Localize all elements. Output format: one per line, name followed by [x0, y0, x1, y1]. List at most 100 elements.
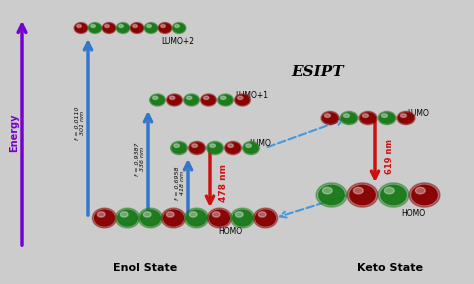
Ellipse shape [354, 187, 363, 194]
Ellipse shape [210, 144, 215, 147]
Ellipse shape [117, 24, 129, 32]
Ellipse shape [147, 24, 151, 28]
Ellipse shape [212, 212, 220, 217]
Ellipse shape [415, 187, 425, 194]
Ellipse shape [230, 208, 255, 228]
Ellipse shape [162, 208, 186, 228]
Ellipse shape [170, 96, 175, 99]
Ellipse shape [158, 22, 172, 34]
Text: LUMO: LUMO [407, 110, 429, 118]
Ellipse shape [166, 212, 174, 217]
Ellipse shape [220, 96, 226, 99]
Ellipse shape [189, 212, 197, 217]
Ellipse shape [118, 210, 137, 226]
Text: f = 0.0110
301 nm: f = 0.0110 301 nm [74, 106, 85, 140]
Text: LUMO+1: LUMO+1 [236, 91, 268, 101]
Text: 619 nm: 619 nm [385, 139, 394, 174]
Text: Energy: Energy [9, 114, 19, 152]
Ellipse shape [237, 96, 243, 99]
Ellipse shape [235, 94, 250, 106]
Ellipse shape [350, 185, 375, 205]
Ellipse shape [397, 111, 415, 125]
Ellipse shape [133, 24, 137, 28]
Ellipse shape [172, 22, 186, 34]
Ellipse shape [151, 95, 164, 105]
Ellipse shape [322, 187, 332, 194]
Ellipse shape [412, 185, 437, 205]
Ellipse shape [342, 113, 356, 123]
Ellipse shape [185, 95, 198, 105]
Ellipse shape [164, 210, 183, 226]
Ellipse shape [92, 208, 117, 228]
Ellipse shape [384, 187, 394, 194]
Ellipse shape [172, 143, 186, 153]
Ellipse shape [322, 113, 337, 123]
Ellipse shape [105, 24, 109, 28]
Ellipse shape [115, 208, 140, 228]
Ellipse shape [378, 111, 396, 125]
Ellipse shape [187, 96, 192, 99]
Text: Enol State: Enol State [113, 263, 177, 273]
Ellipse shape [228, 144, 233, 147]
Ellipse shape [168, 95, 181, 105]
Ellipse shape [225, 141, 241, 154]
Ellipse shape [254, 208, 278, 228]
Ellipse shape [187, 210, 206, 226]
Ellipse shape [378, 183, 409, 207]
Ellipse shape [321, 111, 339, 125]
Ellipse shape [174, 144, 179, 147]
Ellipse shape [340, 111, 358, 125]
Ellipse shape [401, 114, 406, 117]
Text: f = 0.6958
418 nm: f = 0.6958 418 nm [174, 166, 185, 200]
Ellipse shape [210, 210, 229, 226]
Ellipse shape [131, 24, 143, 32]
Ellipse shape [236, 212, 243, 217]
Ellipse shape [255, 210, 275, 226]
Ellipse shape [319, 185, 344, 205]
Ellipse shape [145, 24, 157, 32]
Ellipse shape [243, 141, 259, 154]
Text: LUMO+2: LUMO+2 [162, 37, 194, 47]
Text: HOMO: HOMO [401, 208, 425, 218]
Ellipse shape [258, 212, 266, 217]
Ellipse shape [77, 24, 82, 28]
Ellipse shape [183, 94, 200, 106]
Ellipse shape [201, 94, 216, 106]
Ellipse shape [189, 141, 205, 154]
Ellipse shape [204, 96, 209, 99]
Text: 478 nm: 478 nm [219, 164, 228, 202]
Ellipse shape [130, 22, 144, 34]
Ellipse shape [233, 210, 252, 226]
Ellipse shape [190, 143, 204, 153]
Ellipse shape [75, 24, 87, 32]
Ellipse shape [409, 183, 440, 207]
Ellipse shape [95, 210, 114, 226]
Ellipse shape [91, 24, 95, 28]
Ellipse shape [171, 141, 187, 154]
Ellipse shape [218, 94, 233, 106]
Ellipse shape [102, 22, 116, 34]
Ellipse shape [363, 114, 368, 117]
Ellipse shape [175, 24, 179, 28]
Ellipse shape [89, 24, 100, 32]
Ellipse shape [202, 95, 215, 105]
Text: ESIPT: ESIPT [292, 65, 344, 79]
Ellipse shape [380, 113, 394, 123]
Ellipse shape [208, 208, 232, 228]
Ellipse shape [144, 22, 158, 34]
Ellipse shape [316, 183, 347, 207]
Ellipse shape [143, 212, 151, 217]
Ellipse shape [103, 24, 115, 32]
Ellipse shape [361, 113, 375, 123]
Ellipse shape [97, 212, 105, 217]
Ellipse shape [161, 24, 165, 28]
Ellipse shape [173, 24, 185, 32]
Ellipse shape [399, 113, 413, 123]
Ellipse shape [120, 212, 128, 217]
Ellipse shape [88, 22, 102, 34]
Ellipse shape [192, 144, 197, 147]
Ellipse shape [207, 141, 223, 154]
Ellipse shape [347, 183, 378, 207]
Text: Keto State: Keto State [357, 263, 423, 273]
Ellipse shape [325, 114, 330, 117]
